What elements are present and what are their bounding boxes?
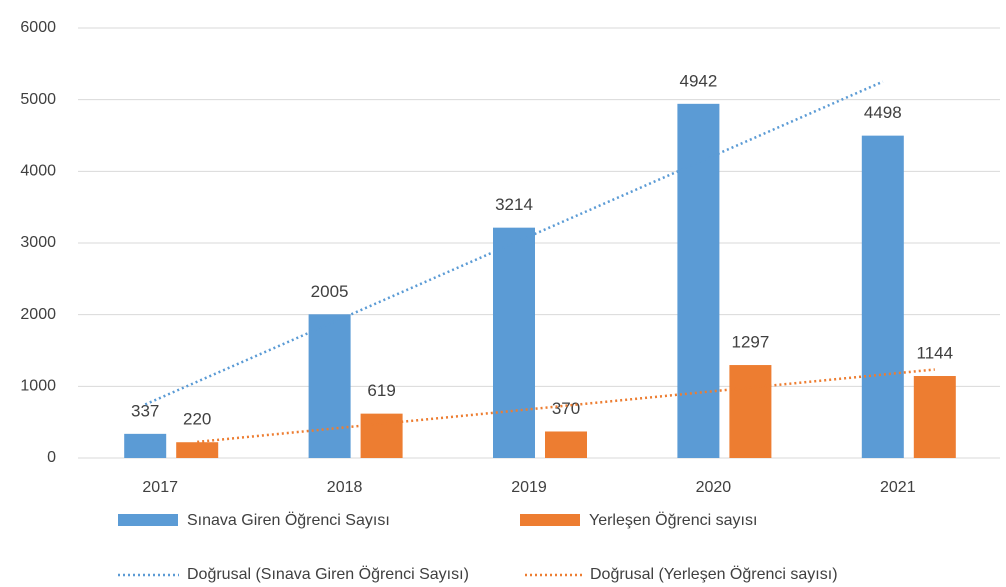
x-tick-label: 2021	[880, 479, 916, 496]
data-label: 619	[367, 381, 395, 400]
bar	[176, 442, 219, 458]
data-label: 1144	[917, 343, 954, 362]
bar	[861, 135, 904, 459]
y-tick-label: 4000	[20, 163, 56, 180]
y-tick-label: 1000	[20, 378, 56, 395]
data-label: 337	[131, 401, 159, 420]
data-label: 370	[552, 399, 580, 418]
bar	[913, 376, 956, 458]
data-label: 3214	[495, 195, 533, 214]
legend-label: Doğrusal (Sınava Giren Öğrenci Sayısı)	[187, 565, 469, 583]
bar	[545, 431, 587, 458]
legend-label: Doğrusal (Yerleşen Öğrenci sayısı)	[590, 565, 838, 583]
legend-swatch	[118, 514, 178, 526]
x-tick-label: 2018	[327, 479, 363, 496]
data-label: 4942	[679, 71, 717, 90]
bar	[124, 433, 167, 458]
data-label: 2005	[311, 282, 349, 301]
legend-label: Sınava Giren Öğrenci Sayısı	[187, 511, 390, 529]
bar	[493, 227, 535, 458]
legend-label: Yerleşen Öğrenci sayısı	[589, 511, 757, 529]
bar	[677, 103, 720, 458]
trendline	[197, 368, 935, 444]
y-tick-label: 5000	[20, 91, 56, 108]
bar	[308, 314, 351, 458]
y-tick-label: 6000	[20, 19, 56, 36]
trendline	[144, 80, 884, 406]
data-label: 1297	[731, 333, 769, 352]
y-tick-label: 0	[47, 449, 56, 466]
x-tick-label: 2017	[142, 479, 178, 496]
data-label: 4498	[864, 103, 902, 122]
y-tick-label: 3000	[20, 234, 56, 251]
x-tick-label: 2019	[511, 479, 547, 496]
bar	[729, 365, 772, 458]
data-label: 220	[183, 410, 211, 429]
x-tick-label: 2020	[696, 479, 732, 496]
y-tick-label: 2000	[20, 306, 56, 323]
legend-swatch	[520, 514, 580, 526]
bar	[360, 413, 403, 458]
